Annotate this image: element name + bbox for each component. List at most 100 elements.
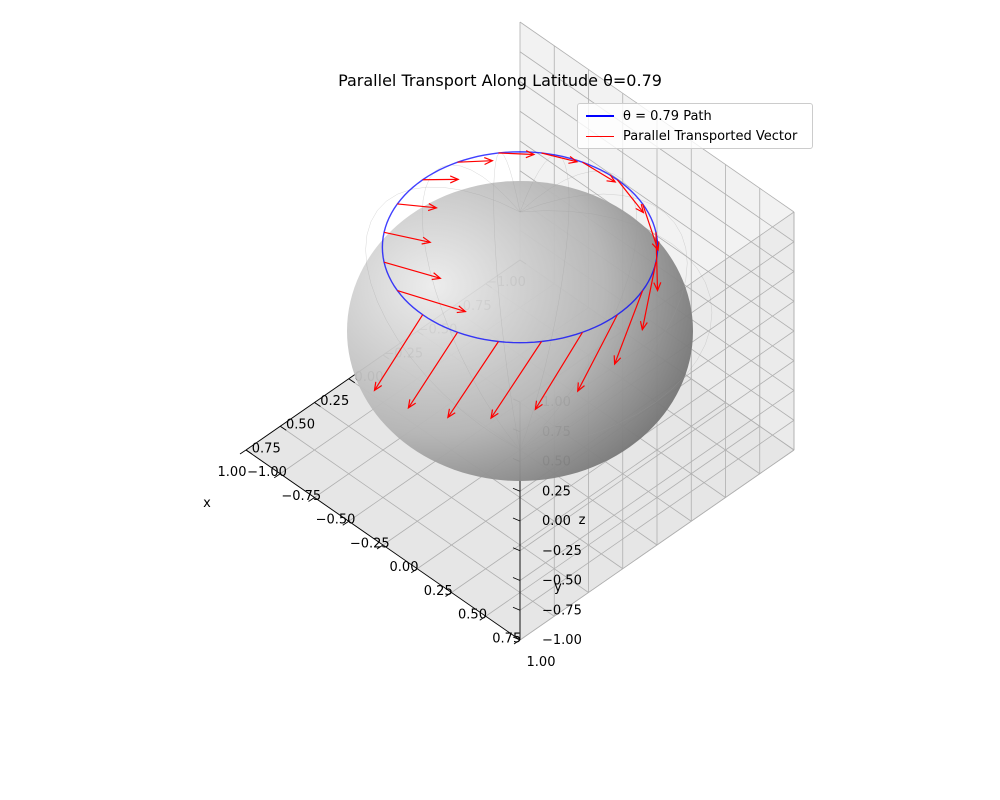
vector-head (449, 175, 460, 184)
vector-shaft (655, 232, 659, 291)
x-tick (314, 402, 321, 407)
y-axis-label: y (554, 580, 562, 595)
vector-arrow (397, 289, 467, 314)
vector-arrow (490, 341, 543, 420)
y-tick (445, 592, 452, 597)
vector-shaft (642, 203, 659, 251)
vector-shaft (457, 160, 493, 163)
vector-shaft (407, 331, 459, 409)
y-tick (376, 544, 384, 550)
vector-arrow (407, 331, 459, 410)
vector-arrow (639, 262, 657, 332)
grid-line (519, 330, 795, 522)
vector-head (568, 156, 579, 164)
sphere-facet-line (421, 164, 521, 451)
vector-arrow (422, 175, 460, 184)
sphere-facet-line (493, 152, 521, 451)
vector-shaft (541, 152, 578, 163)
vector-shaft (534, 331, 583, 410)
y-tick-label: −0.50 (316, 513, 356, 528)
vector-shaft (490, 341, 543, 419)
vector-head (606, 174, 617, 183)
vector-shaft (582, 161, 616, 183)
y-tick-label: −0.25 (350, 536, 390, 551)
vector-head (613, 355, 622, 366)
y-tick-label: 0.25 (424, 584, 453, 599)
vector-arrow (534, 331, 583, 411)
x-tick-label: 0.75 (252, 441, 281, 456)
vector-arrow (613, 290, 644, 366)
vector-arrow (582, 161, 617, 183)
vector-head (456, 305, 467, 314)
z-tick-label: −1.00 (542, 633, 582, 648)
vector-arrow (577, 314, 618, 393)
sphere-facet-line (519, 193, 688, 451)
transported-vectors (373, 150, 662, 420)
x-tick (348, 378, 355, 384)
z-tick-label: −0.25 (542, 544, 582, 559)
y-tick (479, 615, 486, 621)
y-tick-label: 0.50 (458, 608, 487, 623)
vector-head (534, 400, 543, 411)
sphere-facet-line (519, 210, 713, 451)
legend-swatch-path (586, 115, 614, 117)
vector-head (639, 320, 648, 332)
vector-head (651, 241, 660, 252)
z-axis-label: z (579, 513, 586, 528)
vector-arrow (373, 314, 424, 392)
z-tick-label: −0.50 (542, 574, 582, 589)
vector-head (653, 282, 662, 292)
sphere-facet-line (365, 186, 521, 451)
y-tick-label: 0.75 (492, 631, 521, 646)
y-tick-label: −1.00 (247, 465, 287, 480)
x-tick-label: 0.50 (286, 418, 315, 433)
vector-shaft (373, 314, 424, 391)
legend-item-path: θ = 0.79 Path (586, 107, 712, 125)
y-tick-label: −0.75 (281, 489, 321, 504)
x-tick (280, 425, 287, 431)
axis-labels: x y z (203, 496, 585, 595)
vector-arrow (653, 232, 662, 292)
vector-arrow (397, 203, 438, 212)
vector-shaft (641, 262, 657, 330)
legend-label-path: θ = 0.79 Path (623, 108, 712, 124)
grid-line (519, 449, 795, 641)
grid-line (314, 402, 589, 593)
grid-line (280, 425, 555, 617)
vector-head (525, 150, 536, 159)
vector-head (421, 236, 432, 245)
vector-head (635, 203, 645, 214)
vector-head (427, 203, 438, 212)
vector-arrow (447, 341, 499, 419)
x-axis-label: x (203, 496, 211, 511)
vector-arrow (457, 156, 494, 166)
vector-shaft (614, 290, 644, 365)
vector-shaft (383, 231, 431, 243)
y-tick (411, 568, 418, 574)
vector-arrow (383, 261, 442, 281)
sphere-body (347, 181, 693, 481)
sphere-facet-line (519, 154, 570, 451)
grid-line (451, 402, 726, 593)
vector-shaft (397, 289, 466, 313)
legend: θ = 0.79 Path Parallel Transported Vecto… (577, 103, 813, 149)
vector-head (484, 156, 494, 166)
vector-shaft (397, 203, 437, 209)
vector-arrow (498, 150, 536, 159)
z-tick (512, 636, 521, 641)
sphere-facet-line (519, 170, 638, 451)
chart-title: Parallel Transport Along Latitude θ=0.79 (338, 71, 662, 90)
y-tick-label: 1.00 (527, 655, 556, 670)
x-tick-label: 1.00 (218, 465, 247, 480)
vector-head (373, 381, 383, 392)
y-tick (274, 473, 281, 479)
vector-head (490, 409, 499, 420)
z-tick (512, 517, 521, 522)
vector-shaft (577, 314, 618, 392)
x-tick-label: 0.25 (320, 394, 349, 409)
x-tick (245, 449, 253, 455)
y-tick-label: 0.00 (390, 560, 419, 575)
legend-swatch-vector (586, 135, 614, 137)
z-tick-label: 0.00 (542, 514, 571, 529)
